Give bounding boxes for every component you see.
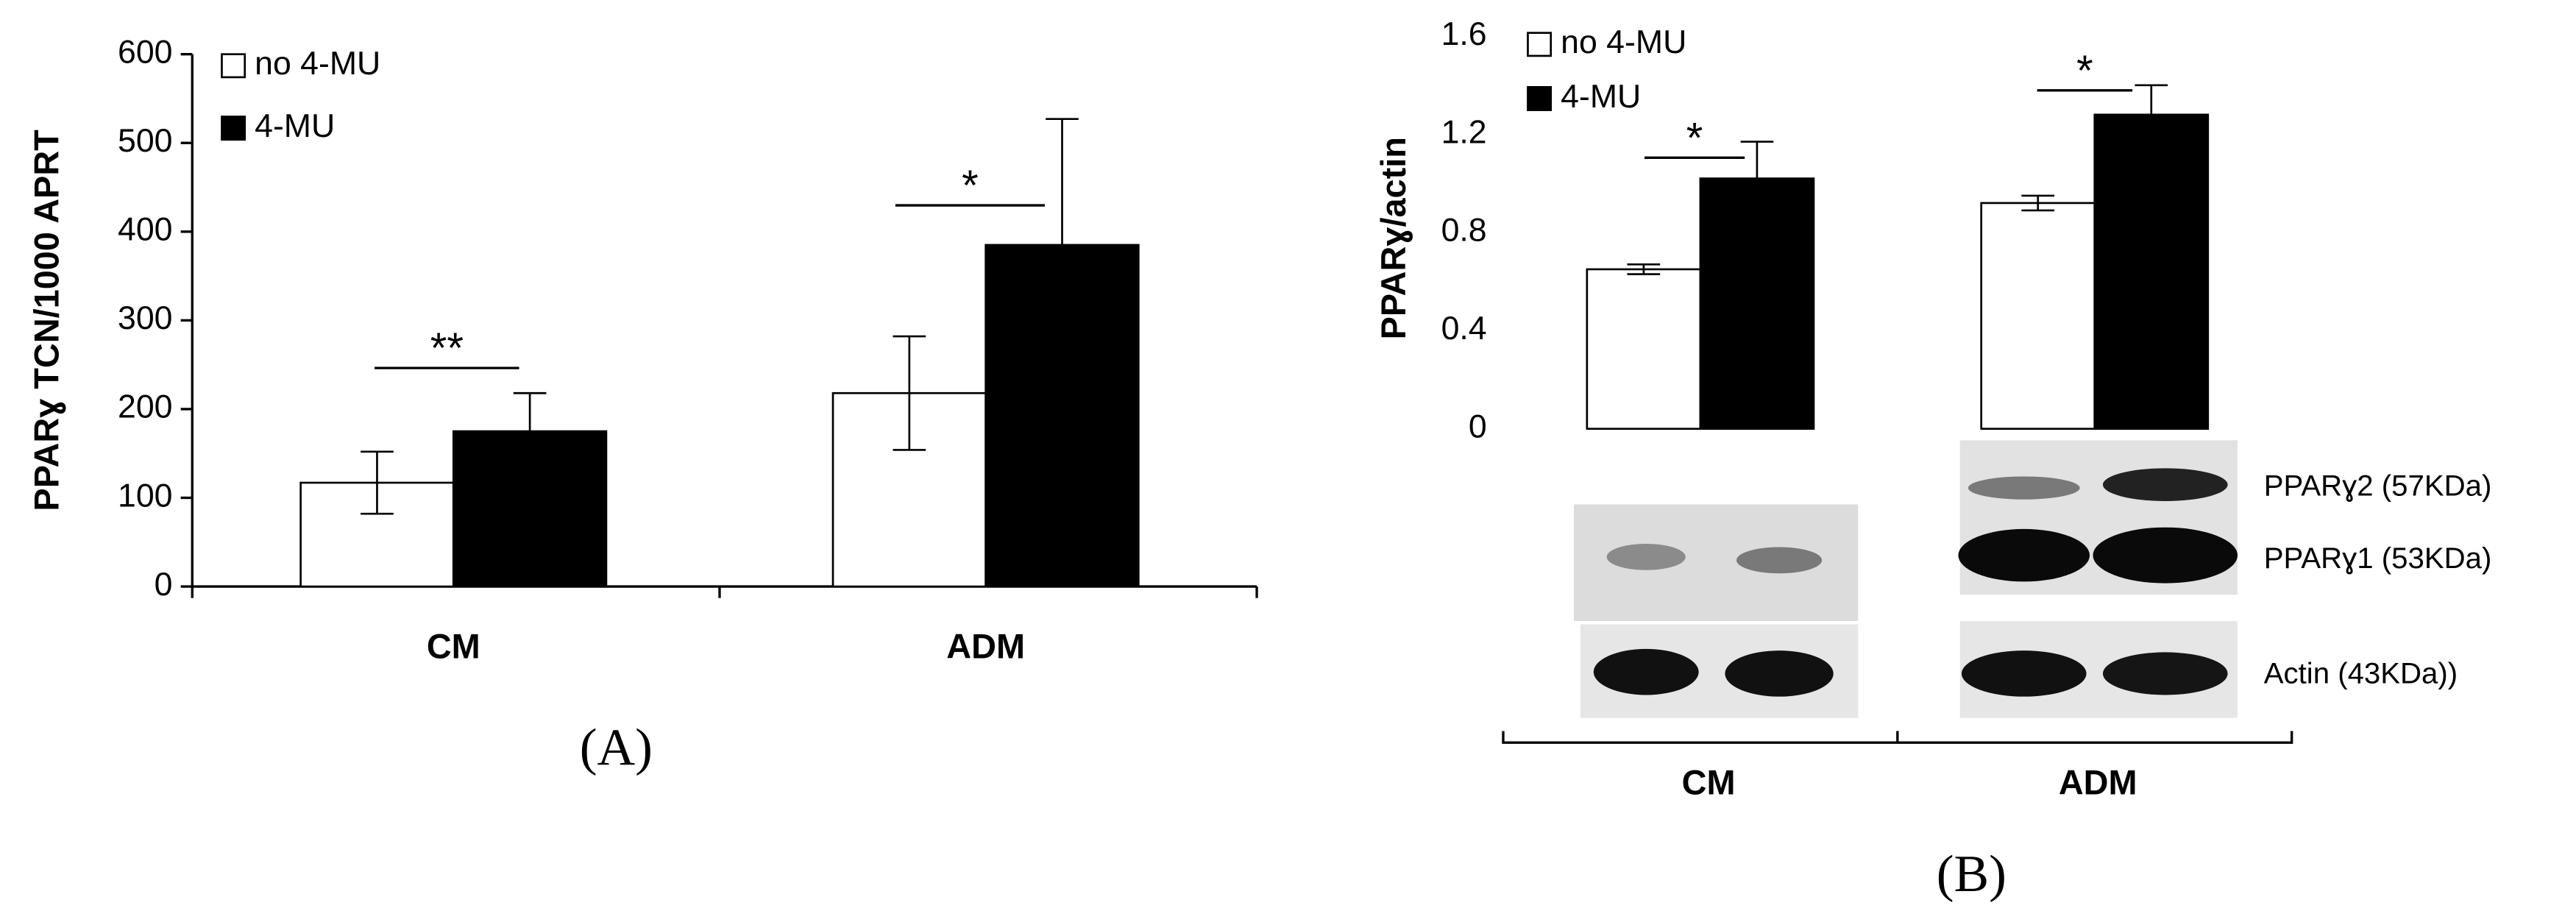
y-tick-label: 1.6 [1441, 16, 1487, 52]
y-tick-label: 0 [1469, 409, 1487, 445]
y-tick-label: 0 [155, 567, 173, 603]
legend-label: 4-MU [1561, 79, 1641, 115]
significance-label: ** [430, 325, 464, 372]
bar [1980, 202, 2096, 430]
legend-label: no 4-MU [1561, 24, 1686, 60]
legend-swatch [1527, 85, 1553, 111]
error-bar [361, 450, 394, 515]
legend-swatch [221, 53, 246, 79]
panel-label: (A) [580, 718, 653, 776]
blot-band [1968, 476, 2080, 500]
western-blot [1502, 440, 2293, 744]
y-tick-label: 600 [118, 34, 172, 70]
significance-label: * [1686, 114, 1703, 162]
y-tick-label: 100 [118, 478, 172, 514]
error-bar [2135, 84, 2168, 146]
blot-label: PPARɣ2 (57KDa) [2264, 469, 2492, 503]
legend-label: 4-MU [255, 108, 335, 144]
y-axis-title: PPARɣ/actin [1374, 137, 1413, 339]
error-bar [893, 335, 926, 451]
y-tick-label: 1.2 [1441, 114, 1487, 150]
error-bar [513, 391, 547, 471]
y-tick-label: 0.8 [1441, 213, 1487, 249]
x-tick-label: ADM [2059, 764, 2137, 802]
bar [1699, 177, 1815, 430]
legend-swatch [1527, 32, 1553, 57]
y-tick-label: 0.4 [1441, 311, 1487, 347]
bar [1586, 268, 1702, 430]
blot-band [2093, 527, 2238, 584]
blot-band [1958, 528, 2090, 582]
blot-band [1961, 650, 2087, 697]
group-bracket [1502, 731, 2293, 744]
error-bar [1740, 141, 1774, 216]
significance-label: * [962, 162, 979, 210]
error-bar [1627, 263, 1661, 275]
blot-band [1593, 648, 1699, 695]
error-bar [2021, 194, 2055, 212]
x-tick-label: CM [1682, 764, 1736, 802]
y-tick-label: 300 [118, 300, 172, 336]
legend-swatch [221, 116, 246, 141]
significance-label: * [2076, 47, 2093, 95]
blot-band [1606, 544, 1686, 570]
panel-label: (B) [1937, 845, 2006, 903]
y-tick-label: 400 [118, 212, 172, 248]
legend-label: no 4-MU [255, 46, 380, 82]
y-tick-label: 500 [118, 123, 172, 159]
y-tick-label: 200 [118, 389, 172, 425]
blot-label: Actin (43KDa)) [2264, 656, 2458, 689]
blot-band [1725, 650, 1834, 697]
blot-label: PPARɣ1 (53KDa) [2264, 542, 2492, 575]
blot-band [2102, 652, 2228, 695]
error-bar [1046, 118, 1079, 372]
x-tick-label: ADM [946, 627, 1025, 665]
y-axis-title: PPARɣ TCN/1000 APRT [27, 130, 65, 511]
blot-band [2102, 468, 2228, 501]
bar [2093, 113, 2210, 430]
x-tick-label: CM [427, 627, 480, 665]
blot-band [1736, 547, 1823, 574]
